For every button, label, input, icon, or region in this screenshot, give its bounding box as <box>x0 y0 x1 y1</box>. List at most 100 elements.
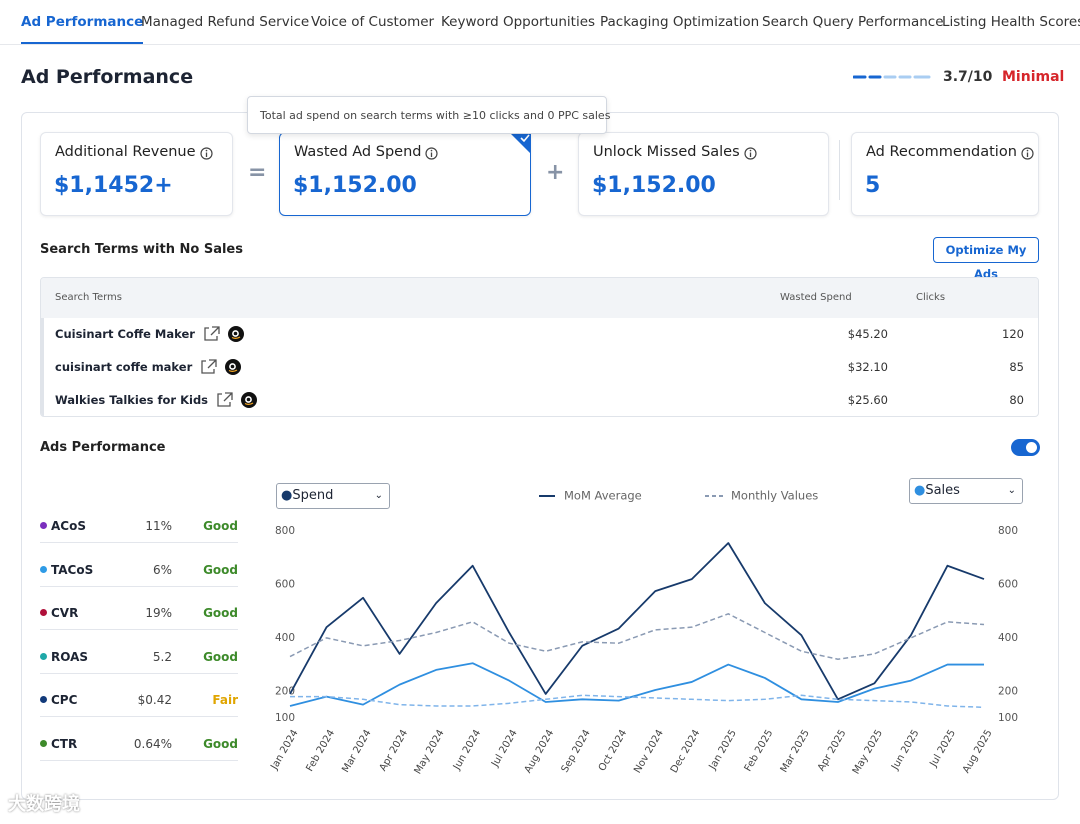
x-tick-label: Mar 2024 <box>340 728 373 775</box>
select-dot: ● <box>281 488 293 503</box>
wasted-spend: $32.10 <box>847 360 888 374</box>
watermark: 大数跨境 <box>8 794 80 815</box>
metric-name: CVR <box>51 606 79 620</box>
column-divider <box>41 318 44 416</box>
tab[interactable]: Keyword Opportunities <box>441 14 596 30</box>
column-header[interactable]: Clicks <box>916 278 946 318</box>
series-line <box>289 542 985 701</box>
series-line <box>290 694 985 709</box>
card-value: $1,152.00 <box>592 173 716 198</box>
selected-badge <box>509 132 531 154</box>
metric-value: 19% <box>145 606 172 620</box>
info-icon <box>1021 147 1034 160</box>
x-tick-label: Sep 2024 <box>560 728 593 775</box>
x-tick-label: Dec 2024 <box>669 728 703 775</box>
metric-card: Wasted Ad Spend $1,152.00 <box>279 132 531 216</box>
wasted-spend: $45.20 <box>847 327 888 341</box>
x-tick-label: Apr 2025 <box>816 728 848 773</box>
metric-row: CPC $0.42 Fair <box>40 673 238 717</box>
card-label: Additional Revenue <box>55 144 196 160</box>
rating: Minimal <box>1002 69 1065 85</box>
metric-status: Good <box>203 736 238 751</box>
y2-tick-label: 200 <box>998 685 1018 697</box>
x-tick-label: Oct 2024 <box>597 728 629 773</box>
metric-row: TACoS 6% Good <box>40 543 238 587</box>
info-icon <box>199 147 213 160</box>
operator: = <box>248 160 267 185</box>
card-label: Ad Recommendation <box>866 144 1017 160</box>
column-header: Search Terms <box>55 278 122 318</box>
row-icons[interactable] <box>203 325 247 343</box>
right-select[interactable]: ●Sales ⌄ <box>909 478 1023 504</box>
card-label: Unlock Missed Sales <box>593 144 740 160</box>
section-title: Search Terms with No Sales <box>40 242 243 257</box>
toggle-knob <box>1026 442 1037 453</box>
y2-tick-label: 800 <box>998 525 1018 537</box>
optimize-button[interactable]: Optimize My Ads <box>933 237 1039 281</box>
wasted-spend: $25.60 <box>847 393 888 407</box>
metric-dot <box>40 609 47 616</box>
tab[interactable]: Voice of Customer <box>311 14 435 30</box>
clicks: 85 <box>1009 360 1024 374</box>
tab[interactable]: Search Query Performance <box>762 14 944 30</box>
metric-name: CTR <box>51 736 78 751</box>
x-tick-label: May 2024 <box>413 728 447 776</box>
y-tick-label: 100 <box>275 712 295 724</box>
row-icons[interactable] <box>216 391 260 409</box>
metric-value: 5.2 <box>152 649 172 664</box>
search-terms-table: Search Terms Wasted Spend Clicks Cuisinart … <box>40 277 1039 417</box>
y2-tick-label: 400 <box>998 632 1018 644</box>
tab[interactable]: Ad Performance <box>21 14 144 45</box>
column-header[interactable]: Wasted Spend <box>780 278 852 318</box>
y-tick-label: 600 <box>275 578 295 590</box>
left-select[interactable]: ●Spend ⌄ <box>276 483 390 509</box>
metric-name: ROAS <box>51 649 89 664</box>
select-dot: ● <box>914 483 926 498</box>
metric-card: Additional Revenue $1,1452+ <box>40 132 233 216</box>
metric-name: CPC <box>51 693 78 707</box>
select-text: Sales <box>925 483 960 498</box>
score-meter <box>853 75 931 79</box>
y2-tick-label: 600 <box>998 578 1018 590</box>
clicks: 80 <box>1009 393 1024 407</box>
x-tick-label: Jul 2024 <box>489 728 519 770</box>
x-tick-label: May 2025 <box>851 728 885 776</box>
score: 3.7/10 <box>943 69 993 85</box>
card-label: Wasted Ad Spend <box>294 144 422 160</box>
x-tick-label: Nov 2024 <box>632 728 666 775</box>
metric-dot <box>40 696 47 703</box>
x-tick-label: Jun 2025 <box>889 728 921 773</box>
tooltip: Total ad spend on search terms with ≥10 … <box>247 96 610 134</box>
metric-status: Fair <box>212 693 238 707</box>
header-row <box>41 278 1038 318</box>
y-tick-label: 800 <box>275 525 295 537</box>
page-title: Ad Performance <box>21 66 194 88</box>
tab[interactable]: Packaging Optimization <box>600 14 760 30</box>
metric-dot <box>40 565 47 573</box>
metric-status: Good <box>203 519 238 533</box>
info-icon <box>425 147 439 160</box>
y-tick-label: 200 <box>275 685 295 697</box>
info-icon <box>744 147 757 160</box>
tab[interactable]: Managed Refund Service <box>141 14 310 30</box>
metric-dot <box>40 739 47 747</box>
card-value: 5 <box>865 173 881 198</box>
metric-value: 0.64% <box>133 736 172 751</box>
x-tick-label: Jan 2024 <box>269 728 301 773</box>
x-tick-label: Jun 2024 <box>451 728 483 773</box>
tab[interactable]: Listing Health Scores <box>942 14 1080 30</box>
search-term: Walkies Talkies for Kids <box>55 393 209 407</box>
search-term: cuisinart coffe maker <box>55 360 193 374</box>
metric-row: CVR 19% Good <box>40 586 238 630</box>
x-tick-label: Aug 2024 <box>523 728 557 775</box>
metric-card: Unlock Missed Sales $1,152.00 <box>578 132 829 216</box>
row-icons[interactable] <box>200 358 244 376</box>
chevron: ⌄ <box>1007 485 1016 496</box>
select-text: Spend <box>292 488 334 503</box>
series-line <box>289 662 984 707</box>
legend-label: MoM Average <box>564 489 642 503</box>
metric-dot <box>40 652 47 660</box>
toggle[interactable] <box>1011 439 1040 456</box>
y-tick-label: 400 <box>275 632 295 644</box>
series-line <box>289 613 985 660</box>
